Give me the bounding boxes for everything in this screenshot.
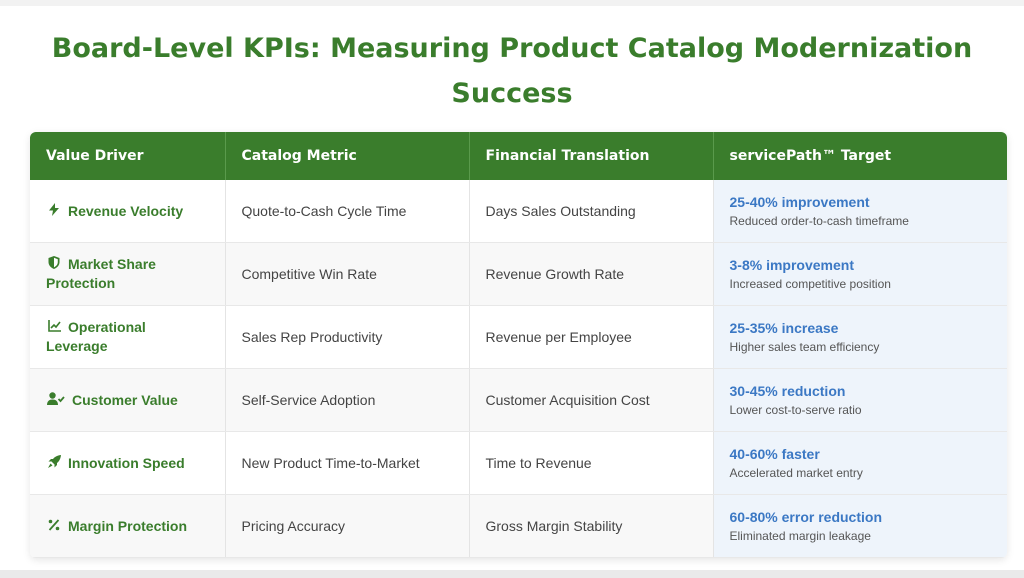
financial-translation-cell: Days Sales Outstanding — [469, 180, 714, 243]
value-driver-label: Revenue Velocity — [68, 202, 184, 219]
value-driver-cell: Margin Protection — [30, 494, 226, 558]
financial-translation-cell: Revenue Growth Rate — [469, 242, 714, 306]
table-row: Market Share Protection Competitive Win … — [30, 242, 1007, 306]
target-note: Lower cost-to-serve ratio — [729, 403, 862, 417]
target-note: Reduced order-to-cash timeframe — [729, 214, 909, 228]
catalog-metric-cell: Self-Service Adoption — [225, 368, 470, 432]
catalog-metric-cell: Competitive Win Rate — [225, 242, 470, 306]
target-value: 60-80% error reduction — [729, 509, 883, 525]
catalog-metric-cell: Sales Rep Productivity — [225, 305, 470, 369]
header-catalog-metric: Catalog Metric — [225, 132, 470, 180]
target-cell: 30-45% reduction Lower cost-to-serve rat… — [713, 368, 1007, 432]
chart-line-icon — [46, 318, 62, 337]
table-row: Customer Value Self-Service Adoption Cus… — [30, 368, 1007, 432]
target-cell: 60-80% error reduction Eliminated margin… — [713, 494, 1007, 558]
value-driver-label: Operational Leverage — [46, 319, 146, 354]
target-cell: 3-8% improvement Increased competitive p… — [713, 242, 1007, 306]
table-row: Margin Protection Pricing Accuracy Gross… — [30, 494, 1007, 558]
value-driver-label: Margin Protection — [68, 517, 188, 534]
target-value: 30-45% reduction — [729, 383, 846, 399]
value-driver-label: Innovation Speed — [68, 454, 185, 471]
header-financial-translation: Financial Translation — [469, 132, 714, 180]
financial-translation-cell: Time to Revenue — [469, 431, 714, 495]
target-cell: 40-60% faster Accelerated market entry — [713, 431, 1007, 495]
target-value: 25-40% improvement — [729, 194, 870, 210]
target-note: Eliminated margin leakage — [729, 529, 871, 543]
target-note: Accelerated market entry — [729, 466, 863, 480]
header-value-driver: Value Driver — [30, 132, 226, 180]
target-cell: 25-40% improvement Reduced order-to-cash… — [713, 180, 1007, 243]
table-row: Revenue Velocity Quote-to-Cash Cycle Tim… — [30, 180, 1007, 243]
percent-icon — [46, 517, 62, 536]
target-cell: 25-35% increase Higher sales team effici… — [713, 305, 1007, 369]
value-driver-cell: Customer Value — [30, 368, 226, 432]
financial-translation-cell: Customer Acquisition Cost — [469, 368, 714, 432]
kpi-table-container: Value Driver Catalog Metric Financial Tr… — [30, 132, 1007, 558]
target-note: Higher sales team efficiency — [729, 340, 880, 354]
rocket-icon — [46, 454, 62, 473]
table-row: Operational Leverage Sales Rep Productiv… — [30, 305, 1007, 369]
value-driver-label: Market Share Protection — [46, 256, 156, 291]
value-driver-cell: Revenue Velocity — [30, 180, 226, 243]
catalog-metric-cell: Pricing Accuracy — [225, 494, 470, 558]
financial-translation-cell: Gross Margin Stability — [469, 494, 714, 558]
target-value: 3-8% improvement — [729, 257, 854, 273]
value-driver-cell: Market Share Protection — [30, 242, 226, 306]
table-header-row: Value Driver Catalog Metric Financial Tr… — [30, 132, 1007, 180]
target-note: Increased competitive position — [729, 277, 891, 291]
table-row: Innovation Speed New Product Time-to-Mar… — [30, 431, 1007, 495]
catalog-metric-cell: New Product Time-to-Market — [225, 431, 470, 495]
lightning-icon — [46, 202, 62, 221]
value-driver-cell: Innovation Speed — [30, 431, 226, 495]
value-driver-cell: Operational Leverage — [30, 305, 226, 369]
target-value: 25-35% increase — [729, 320, 839, 336]
page-title: Board-Level KPIs: Measuring Product Cata… — [51, 33, 973, 109]
financial-translation-cell: Revenue per Employee — [469, 305, 714, 369]
target-value: 40-60% faster — [729, 446, 820, 462]
user-check-icon — [46, 391, 66, 410]
shield-icon — [46, 255, 62, 274]
value-driver-label: Customer Value — [72, 391, 178, 408]
header-target: servicePath™ Target — [713, 132, 1007, 180]
page: Board-Level KPIs: Measuring Product Cata… — [0, 6, 1024, 570]
kpi-table: Value Driver Catalog Metric Financial Tr… — [30, 132, 1007, 558]
catalog-metric-cell: Quote-to-Cash Cycle Time — [225, 180, 470, 243]
bottom-divider — [0, 570, 1024, 578]
